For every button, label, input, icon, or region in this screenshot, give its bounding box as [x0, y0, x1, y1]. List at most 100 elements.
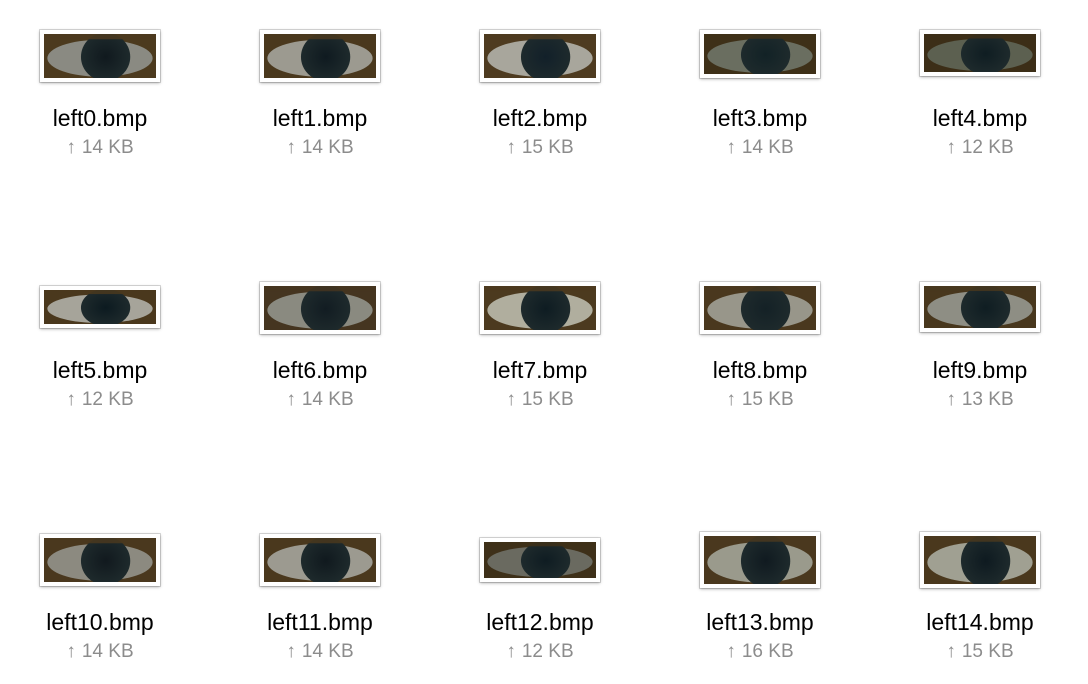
file-size-value: 13 KB [961, 389, 1014, 410]
file-name: left12.bmp [486, 609, 594, 635]
upload-arrow-icon: ↑ [726, 389, 736, 410]
file-thumbnail[interactable] [40, 286, 160, 328]
file-item[interactable]: left8.bmp ↑ 15 KB [660, 252, 860, 452]
file-thumbnail[interactable] [700, 282, 820, 334]
file-size: ↑ 14 KB [0, 136, 200, 160]
file-size: ↑ 14 KB [220, 640, 420, 664]
file-size-value: 16 KB [741, 641, 794, 662]
eye-thumbnail-icon [484, 34, 596, 78]
file-item[interactable]: left5.bmp ↑ 12 KB [0, 252, 200, 452]
file-thumbnail[interactable] [480, 282, 600, 334]
upload-arrow-icon: ↑ [66, 641, 76, 662]
file-thumbnail[interactable] [260, 282, 380, 334]
eye-thumbnail-icon [44, 538, 156, 582]
upload-arrow-icon: ↑ [506, 641, 516, 662]
file-size-value: 12 KB [521, 641, 574, 662]
file-item[interactable]: left6.bmp ↑ 14 KB [220, 252, 420, 452]
file-name: left14.bmp [926, 609, 1034, 635]
eye-thumbnail-icon [924, 34, 1036, 72]
upload-arrow-icon: ↑ [946, 137, 956, 158]
file-size-value: 12 KB [81, 389, 134, 410]
eye-thumbnail-icon [264, 538, 376, 582]
file-thumbnail[interactable] [40, 30, 160, 82]
file-thumbnail[interactable] [920, 532, 1040, 588]
eye-thumbnail-icon [704, 34, 816, 74]
file-thumbnail[interactable] [480, 538, 600, 582]
file-item[interactable]: left0.bmp ↑ 14 KB [0, 0, 200, 200]
eye-thumbnail-icon [264, 286, 376, 330]
upload-arrow-icon: ↑ [286, 641, 296, 662]
file-thumbnail[interactable] [920, 282, 1040, 332]
file-thumbnail[interactable] [40, 534, 160, 586]
upload-arrow-icon: ↑ [946, 641, 956, 662]
file-size: ↑ 12 KB [440, 640, 640, 664]
file-size: ↑ 15 KB [880, 640, 1080, 664]
file-item[interactable]: left13.bmp ↑ 16 KB [660, 504, 860, 684]
file-size-value: 14 KB [301, 137, 354, 158]
file-size-value: 15 KB [521, 137, 574, 158]
file-item[interactable]: left3.bmp ↑ 14 KB [660, 0, 860, 200]
file-size-value: 15 KB [521, 389, 574, 410]
file-size-value: 12 KB [961, 137, 1014, 158]
file-name: left4.bmp [932, 105, 1028, 131]
file-name: left10.bmp [46, 609, 154, 635]
file-thumbnail[interactable] [260, 30, 380, 82]
file-item[interactable]: left2.bmp ↑ 15 KB [440, 0, 640, 200]
file-thumbnail[interactable] [480, 30, 600, 82]
file-size: ↑ 15 KB [440, 388, 640, 412]
file-name: left0.bmp [52, 105, 148, 131]
file-size: ↑ 14 KB [220, 388, 420, 412]
file-size: ↑ 13 KB [880, 388, 1080, 412]
upload-arrow-icon: ↑ [946, 389, 956, 410]
file-item[interactable]: left10.bmp ↑ 14 KB [0, 504, 200, 684]
file-name: left6.bmp [272, 357, 368, 383]
file-item[interactable]: left4.bmp ↑ 12 KB [880, 0, 1080, 200]
upload-arrow-icon: ↑ [286, 137, 296, 158]
eye-thumbnail-icon [484, 542, 596, 578]
file-size: ↑ 14 KB [0, 640, 200, 664]
eye-thumbnail-icon [44, 34, 156, 78]
file-size-value: 14 KB [301, 641, 354, 662]
upload-arrow-icon: ↑ [286, 389, 296, 410]
file-size: ↑ 15 KB [440, 136, 640, 160]
file-name: left11.bmp [267, 609, 373, 635]
eye-thumbnail-icon [44, 290, 156, 324]
file-size-value: 14 KB [81, 641, 134, 662]
file-thumbnail[interactable] [260, 534, 380, 586]
upload-arrow-icon: ↑ [506, 137, 516, 158]
upload-arrow-icon: ↑ [66, 389, 76, 410]
eye-thumbnail-icon [704, 286, 816, 330]
file-name: left3.bmp [712, 105, 808, 131]
file-size: ↑ 14 KB [220, 136, 420, 160]
file-thumbnail[interactable] [700, 30, 820, 78]
file-item[interactable]: left14.bmp ↑ 15 KB [880, 504, 1080, 684]
file-thumbnail[interactable] [700, 532, 820, 588]
file-name: left1.bmp [272, 105, 368, 131]
file-size: ↑ 16 KB [660, 640, 860, 664]
file-item[interactable]: left7.bmp ↑ 15 KB [440, 252, 640, 452]
file-name: left9.bmp [932, 357, 1028, 383]
file-item[interactable]: left11.bmp ↑ 14 KB [220, 504, 420, 684]
eye-thumbnail-icon [924, 536, 1036, 584]
file-size: ↑ 12 KB [880, 136, 1080, 160]
file-size-value: 14 KB [301, 389, 354, 410]
file-name: left7.bmp [492, 357, 588, 383]
eye-thumbnail-icon [264, 34, 376, 78]
upload-arrow-icon: ↑ [66, 137, 76, 158]
eye-thumbnail-icon [924, 286, 1036, 328]
file-item[interactable]: left9.bmp ↑ 13 KB [880, 252, 1080, 452]
file-size-value: 14 KB [741, 137, 794, 158]
file-size-value: 15 KB [741, 389, 794, 410]
file-size: ↑ 15 KB [660, 388, 860, 412]
eye-thumbnail-icon [484, 286, 596, 330]
upload-arrow-icon: ↑ [506, 389, 516, 410]
upload-arrow-icon: ↑ [726, 137, 736, 158]
file-thumbnail[interactable] [920, 30, 1040, 76]
file-name: left2.bmp [492, 105, 588, 131]
eye-thumbnail-icon [704, 536, 816, 584]
file-name: left5.bmp [52, 357, 148, 383]
file-item[interactable]: left12.bmp ↑ 12 KB [440, 504, 640, 684]
file-size-value: 14 KB [81, 137, 134, 158]
file-item[interactable]: left1.bmp ↑ 14 KB [220, 0, 420, 200]
